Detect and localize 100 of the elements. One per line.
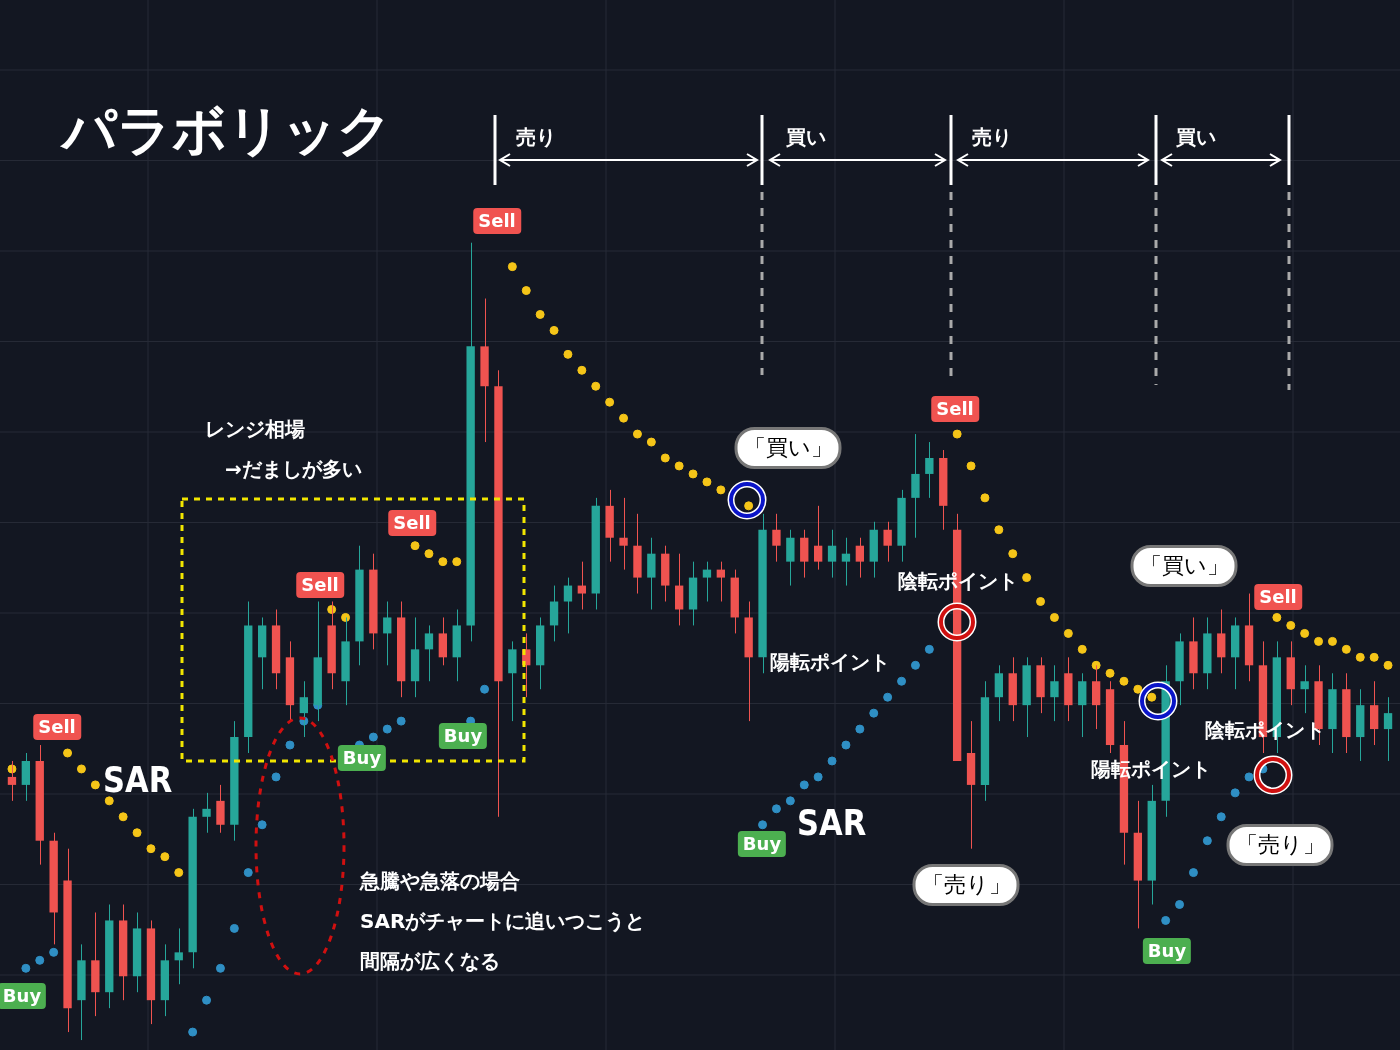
point	[1230, 788, 1240, 798]
point	[952, 429, 962, 439]
annotation: Sell	[388, 510, 436, 536]
point	[118, 812, 128, 822]
annotation: 陽転ポイント	[770, 650, 890, 674]
point	[368, 732, 378, 742]
point	[76, 764, 86, 774]
point	[1175, 900, 1185, 909]
candlestick	[1342, 672, 1351, 754]
candlestick	[619, 497, 628, 571]
speech-bubble: 「売り」	[912, 864, 1020, 906]
candlestick	[1328, 672, 1337, 754]
point	[174, 868, 184, 878]
point	[591, 381, 601, 391]
point	[1077, 644, 1087, 654]
annotation: Buy	[438, 723, 488, 749]
point	[646, 437, 656, 447]
candlestick	[1064, 656, 1073, 722]
point	[521, 286, 531, 296]
candlestick	[1175, 632, 1184, 706]
point	[1161, 915, 1171, 925]
point	[63, 748, 73, 758]
point	[910, 660, 920, 670]
point	[1022, 573, 1032, 583]
point	[229, 923, 239, 933]
candlestick	[230, 720, 239, 842]
annotation: Buy	[337, 745, 387, 771]
point	[605, 397, 615, 407]
candlestick	[758, 513, 767, 674]
point	[49, 947, 59, 957]
annotation: Sell	[1254, 584, 1302, 610]
annotation: SAR	[103, 759, 173, 800]
point	[1049, 612, 1059, 622]
point	[160, 852, 170, 862]
point	[897, 676, 907, 686]
candlestick	[77, 943, 86, 1041]
candlestick	[911, 433, 920, 539]
point	[1355, 652, 1365, 662]
text: Sell	[473, 208, 521, 234]
annotation: →だましが多い	[225, 457, 362, 481]
point	[994, 525, 1004, 535]
point	[1341, 644, 1351, 654]
chart-title: パラボリック	[62, 98, 392, 164]
point	[1272, 612, 1282, 622]
candlestick	[49, 832, 58, 945]
point	[146, 844, 156, 854]
point	[188, 1027, 198, 1037]
text: 売り	[516, 125, 556, 149]
candlestick	[925, 441, 934, 499]
point	[1063, 628, 1073, 638]
candlestick	[369, 553, 378, 650]
candlestick	[508, 640, 517, 722]
candlestick	[355, 545, 364, 666]
annotation: 急騰や急落の場合	[360, 869, 520, 893]
candlestick	[466, 242, 475, 642]
point	[1286, 620, 1296, 630]
point	[1327, 636, 1337, 646]
annotation: Sell	[296, 572, 344, 598]
candlestick	[772, 513, 781, 563]
point	[285, 740, 295, 750]
point	[1216, 812, 1226, 822]
point	[1244, 772, 1254, 782]
candlestick	[1314, 664, 1323, 746]
point	[1133, 684, 1143, 694]
point	[841, 740, 851, 750]
point	[758, 820, 768, 830]
point	[90, 780, 100, 790]
annotation: Buy	[1142, 938, 1192, 964]
candlestick	[647, 537, 656, 610]
point	[271, 772, 281, 782]
candlestick	[480, 298, 489, 443]
point	[924, 644, 934, 654]
point	[827, 756, 837, 766]
point	[243, 868, 253, 878]
point	[507, 262, 517, 272]
point	[257, 820, 267, 830]
candlestick	[883, 521, 892, 563]
point	[1008, 549, 1018, 559]
annotation: Buy	[0, 983, 47, 1009]
speech-bubble: 「売り」	[1226, 824, 1334, 866]
speech-bubble: 「買い」	[1130, 545, 1238, 587]
candlestick	[605, 489, 614, 563]
candlestick	[202, 792, 211, 834]
candlestick	[63, 848, 72, 1033]
point	[785, 796, 795, 806]
point	[452, 557, 462, 567]
speech-bubble: 「買い」	[734, 427, 842, 469]
point	[341, 612, 351, 622]
point	[619, 413, 629, 423]
point	[438, 557, 448, 567]
point	[1105, 668, 1115, 678]
candlestick	[1036, 656, 1045, 714]
point	[702, 477, 712, 487]
point	[966, 461, 976, 471]
candlestick	[1050, 664, 1059, 722]
candlestick	[1189, 616, 1198, 690]
point	[382, 724, 392, 734]
text: 買い	[786, 125, 826, 149]
point	[104, 796, 114, 806]
annotation: SARがチャートに追いつこうと	[360, 909, 646, 933]
